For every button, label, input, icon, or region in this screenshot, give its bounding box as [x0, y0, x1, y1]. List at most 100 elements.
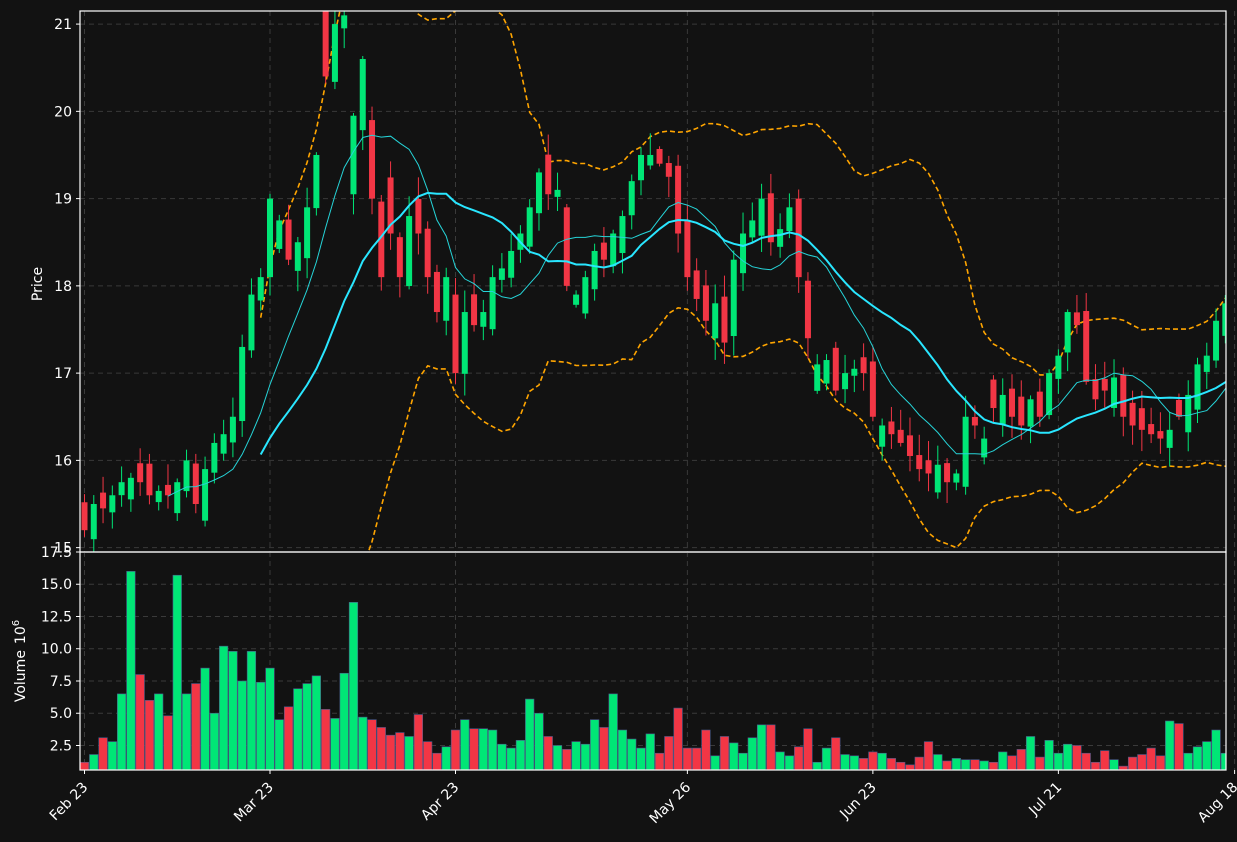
candle-body: [535, 172, 542, 214]
candle-body: [702, 285, 709, 321]
candle-body: [1166, 429, 1173, 448]
candle-body: [1175, 399, 1182, 417]
candle-body: [164, 484, 171, 496]
candle-body: [1092, 379, 1099, 400]
candle-body: [573, 294, 580, 305]
volume-bar: [933, 754, 943, 770]
candle-body: [1213, 320, 1220, 361]
volume-bar: [497, 743, 507, 770]
candle-body: [415, 199, 422, 234]
candle-body: [563, 207, 570, 286]
candle-body: [1083, 310, 1090, 382]
volume-bar: [1007, 755, 1017, 770]
volume-bar: [1202, 741, 1212, 770]
volume-bar: [1100, 750, 1110, 770]
candle-body: [90, 504, 97, 540]
volume-bar: [515, 740, 526, 770]
volume-bars: [80, 571, 1226, 770]
candle-body: [1129, 402, 1136, 426]
volume-bar: [896, 761, 906, 770]
candle-body: [341, 15, 348, 29]
candle-body: [1148, 424, 1155, 435]
candle-body: [628, 181, 635, 216]
candle-body: [610, 233, 617, 267]
candle-body: [229, 416, 236, 443]
candle-body: [554, 189, 561, 197]
volume-bar: [673, 707, 683, 770]
candle-body: [777, 229, 784, 247]
volume-bar: [107, 741, 117, 770]
candle-body: [712, 303, 719, 339]
volume-bar: [311, 675, 321, 770]
candle-body: [1073, 312, 1080, 326]
volume-y-ticks: 2.5 5.0 7.5 10.0 12.5 15.0 17.5: [41, 545, 80, 754]
candle-body: [740, 233, 747, 274]
volume-bar: [1090, 761, 1101, 770]
volume-bar: [858, 758, 869, 770]
volume-bar: [181, 693, 192, 770]
bollinger-bands: [259, 11, 1226, 552]
candle-body: [600, 242, 607, 260]
volume-bar: [534, 712, 544, 770]
volume-bar: [617, 729, 628, 770]
volume-bar: [209, 712, 219, 770]
volume-bar: [1109, 759, 1119, 770]
volume-bar: [487, 729, 498, 770]
candle-body: [1064, 312, 1071, 353]
volume-bar: [1072, 745, 1082, 770]
candle-body: [294, 242, 301, 271]
candle-body: [721, 296, 728, 343]
volume-bar: [302, 683, 312, 770]
candle-body: [137, 463, 144, 483]
volume-bar: [998, 751, 1008, 770]
candle-body: [860, 357, 867, 374]
price-axis-label: Price: [30, 267, 46, 301]
candle-body: [146, 463, 153, 496]
volume-bar: [692, 747, 702, 770]
volume-bar: [664, 736, 674, 770]
candle-body: [211, 442, 218, 473]
price-tick-label: 21: [54, 17, 72, 33]
volume-panel: 2.5 5.0 7.5 10.0 12.5 15.0 17.5 Volume 106: [11, 545, 1236, 771]
candle-body: [118, 482, 125, 496]
candle-body: [1194, 364, 1201, 410]
volume-bar: [144, 700, 155, 770]
volume-bar: [1035, 756, 1045, 770]
volume-bar: [1025, 736, 1036, 770]
candle-body: [944, 463, 951, 483]
volume-bar: [80, 761, 90, 770]
price-tick-label: 18: [54, 279, 72, 295]
candle-body: [192, 463, 199, 505]
candle-body: [406, 216, 413, 287]
candle-body: [331, 24, 338, 82]
volume-bar: [89, 754, 99, 770]
candle-body: [1046, 373, 1053, 416]
volume-bar: [135, 674, 145, 770]
volume-bar: [868, 751, 878, 770]
candle-body: [619, 216, 626, 254]
volume-bar: [525, 698, 535, 770]
volume-bar: [274, 719, 284, 770]
candle-body: [638, 154, 644, 181]
volume-bar: [423, 741, 433, 770]
candle-body: [869, 361, 876, 417]
volume-bar: [840, 754, 850, 770]
candle-body: [1222, 303, 1226, 336]
candle-body: [795, 198, 802, 278]
volume-bar: [265, 667, 275, 770]
candle-body: [1185, 394, 1192, 433]
volume-bar: [775, 751, 785, 770]
volume-bar: [682, 747, 692, 770]
volume-bar: [756, 724, 767, 770]
candle-body: [1055, 355, 1062, 379]
candle-body: [1138, 408, 1145, 430]
candle-body: [999, 394, 1006, 425]
candle-body: [471, 294, 478, 326]
volume-tick-label: 10.0: [41, 642, 72, 658]
volume-bar: [330, 718, 340, 770]
candle-body: [786, 207, 793, 232]
candle-body: [916, 455, 923, 470]
candle-body: [665, 163, 672, 177]
candle-body: [1120, 374, 1127, 417]
candle-body: [814, 364, 821, 391]
